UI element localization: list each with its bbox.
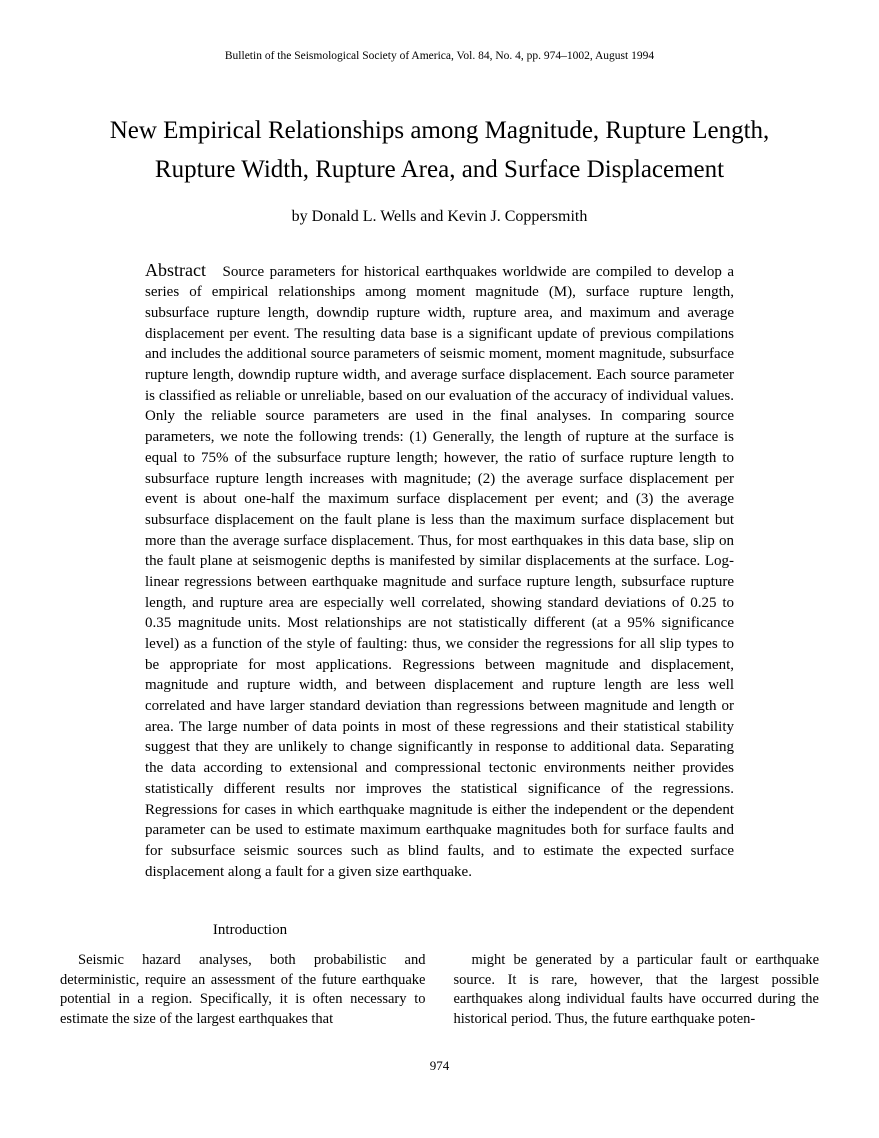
title-line-1: New Empirical Relationships among Magnit… [110,117,770,144]
section-heading-introduction: Introduction [120,922,380,939]
title-line-2: Rupture Width, Rupture Area, and Surface… [155,156,724,183]
authors: by Donald L. Wells and Kevin J. Coppersm… [60,208,819,226]
abstract-body: Source parameters for historical earthqu… [145,264,734,880]
abstract-block: Abstract Source parameters for historica… [145,258,734,883]
body-paragraph: might be generated by a particular fault… [454,951,820,1029]
body-column-right: might be generated by a particular fault… [454,951,820,1029]
body-column-left: Seismic hazard analyses, both probabilis… [60,951,426,1029]
paper-title: New Empirical Relationships among Magnit… [60,112,819,190]
body-columns: Seismic hazard analyses, both probabilis… [60,951,819,1029]
abstract-label: Abstract [145,260,206,280]
journal-header: Bulletin of the Seismological Society of… [60,50,819,62]
body-paragraph: Seismic hazard analyses, both probabilis… [60,951,426,1029]
page-number: 974 [60,1058,819,1074]
